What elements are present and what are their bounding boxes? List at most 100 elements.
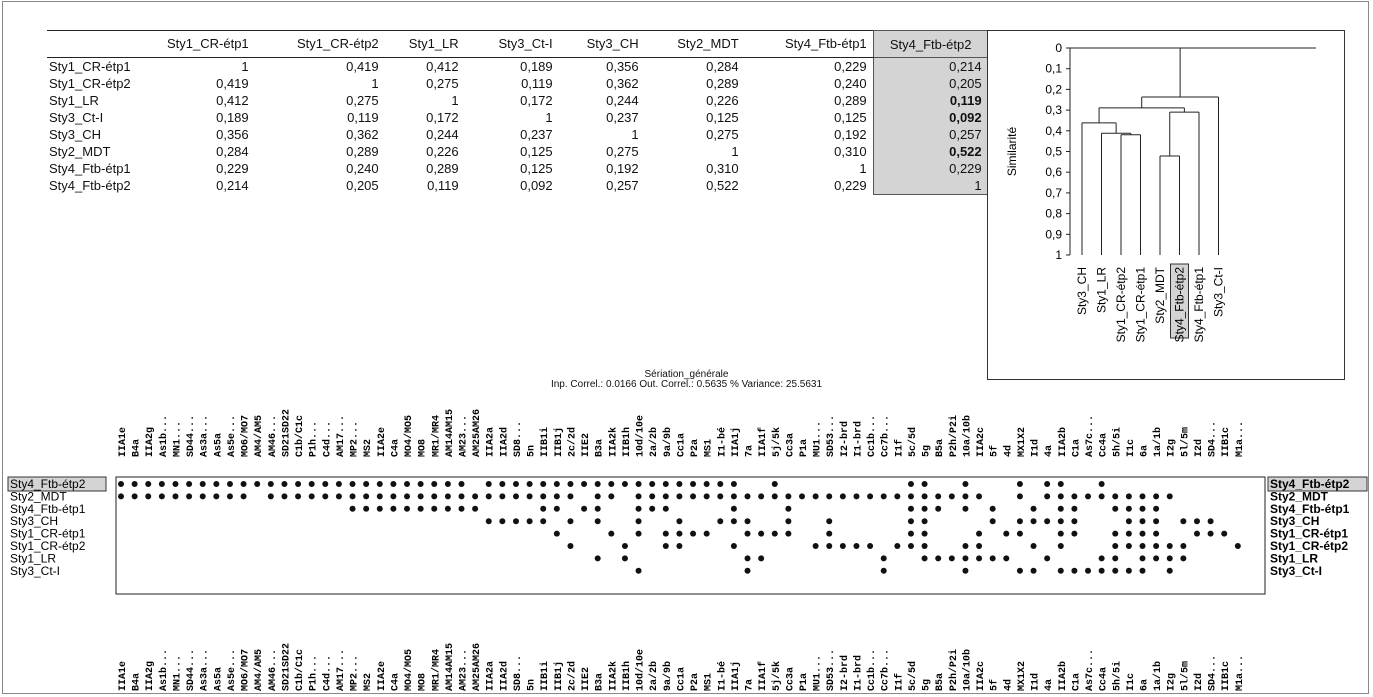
presence-dot — [649, 481, 656, 487]
presence-dot — [1193, 530, 1200, 537]
presence-dot — [744, 518, 751, 525]
presence-dot — [417, 481, 424, 487]
presence-dot — [744, 555, 751, 562]
presence-dot — [676, 518, 683, 525]
row-label: Sty1_LR — [49, 93, 99, 108]
presence-dot — [1112, 543, 1119, 549]
presence-dot — [1112, 555, 1119, 562]
presence-dot — [976, 493, 983, 500]
presence-dot — [1071, 493, 1078, 500]
column-label-bottom: As3a... — [200, 649, 211, 691]
row-label: Sty2_MDT — [49, 144, 111, 159]
column-label-bottom: Cc1a — [676, 667, 687, 691]
column-label-bottom: C1a — [1071, 673, 1082, 691]
table-cell: 0,092 — [520, 178, 553, 194]
presence-dot — [553, 493, 560, 500]
column-label-top: Cc1a — [676, 433, 687, 457]
column-label-top: SD21SD22 — [281, 409, 292, 457]
column-label-bottom: IIA2e — [377, 661, 388, 691]
highlight-box — [1170, 263, 1189, 339]
presence-dot — [1071, 505, 1078, 512]
row-label-right: Sty3_CH — [1270, 514, 1319, 528]
presence-dot — [976, 530, 983, 537]
presence-dot — [213, 493, 220, 500]
presence-dot — [458, 481, 465, 487]
presence-dot — [540, 481, 547, 487]
presence-dot — [226, 481, 233, 487]
table-cell: 0,257 — [872, 126, 989, 143]
presence-dot — [145, 493, 152, 500]
presence-dot — [1166, 567, 1173, 574]
presence-dot — [295, 481, 302, 487]
presence-dot — [1125, 567, 1132, 574]
column-label-top: MN1... — [172, 421, 183, 457]
table-cell: 0,229 — [872, 160, 989, 177]
presence-dot — [1153, 493, 1160, 500]
presence-dot — [635, 505, 642, 512]
column-label-top: 9a/9b — [662, 427, 674, 457]
table-cell: 0,214 — [872, 57, 989, 75]
table-cell: 0,362 — [606, 76, 639, 91]
presence-dot — [1207, 518, 1214, 525]
presence-dot — [485, 518, 492, 525]
presence-dot — [363, 481, 370, 487]
presence-dot — [431, 505, 438, 512]
column-label-bottom: AM14AM15 — [445, 643, 456, 691]
column-label-bottom: P1a — [799, 673, 810, 691]
table-cell: 0,189 — [520, 59, 553, 74]
presence-dot — [880, 493, 887, 500]
column-label-top: 5n — [527, 445, 538, 457]
column-label-bottom: 4d — [1002, 679, 1014, 691]
presence-dot — [1057, 530, 1064, 537]
presence-dot — [1153, 530, 1160, 537]
presence-dot — [118, 481, 124, 487]
column-label-bottom: IIA1e — [118, 661, 129, 691]
table-cell: 0,125 — [834, 110, 867, 125]
row-label-highlight-right — [1267, 476, 1368, 492]
presence-dot — [1030, 518, 1037, 525]
y-tick-label: 0,6 — [1045, 165, 1062, 179]
column-label-bottom: MO6/MO7 — [240, 649, 252, 691]
presence-dot — [1193, 518, 1200, 525]
presence-dot — [1044, 518, 1051, 525]
column-label-top: B5a — [935, 439, 946, 457]
column-header: Sty2_MDT — [644, 30, 745, 58]
presence-dot — [730, 505, 737, 512]
presence-dot — [1207, 530, 1214, 537]
row-label-left: Sty4_Ftb-étp1 — [10, 502, 86, 516]
presence-dot — [1180, 555, 1187, 562]
presence-dot — [962, 481, 969, 487]
presence-dot — [989, 555, 996, 562]
presence-dot — [962, 505, 969, 512]
column-label-top: P2h/P2i — [948, 415, 960, 457]
table-row: Sty1_CR-étp1 1 0,419 0,412 0,189 0,356 0,284 0,… — [47, 57, 989, 75]
row-label-left: Sty1_LR — [10, 551, 56, 565]
table-cell: 0,172 — [426, 110, 459, 125]
presence-dot — [567, 493, 574, 500]
presence-dot — [1057, 481, 1064, 487]
presence-dot — [1139, 567, 1146, 574]
column-label-bottom: 2a/2b — [648, 661, 660, 691]
row-label-right: Sty2_MDT — [1270, 489, 1329, 503]
column-label-top: 5f — [989, 445, 1001, 457]
presence-dot — [921, 493, 928, 500]
presence-dot — [1139, 543, 1146, 549]
presence-dot — [853, 493, 860, 500]
table-cell: 0,289 — [426, 161, 459, 176]
table-cell: 1 — [631, 127, 639, 142]
presence-dot — [907, 481, 914, 487]
presence-dot — [921, 505, 928, 512]
presence-dot — [172, 481, 179, 487]
column-label-top: M1a... — [1235, 421, 1246, 457]
column-label-top: As7c... — [1085, 415, 1096, 457]
presence-dot — [621, 481, 628, 487]
presence-dot — [404, 505, 411, 512]
presence-dot — [553, 481, 560, 487]
presence-dot — [935, 555, 942, 562]
presence-dot — [267, 493, 274, 500]
presence-dot — [676, 543, 683, 549]
column-label-bottom: Cc4a — [1099, 667, 1110, 691]
presence-dot — [213, 481, 220, 487]
presence-dot — [921, 555, 928, 562]
